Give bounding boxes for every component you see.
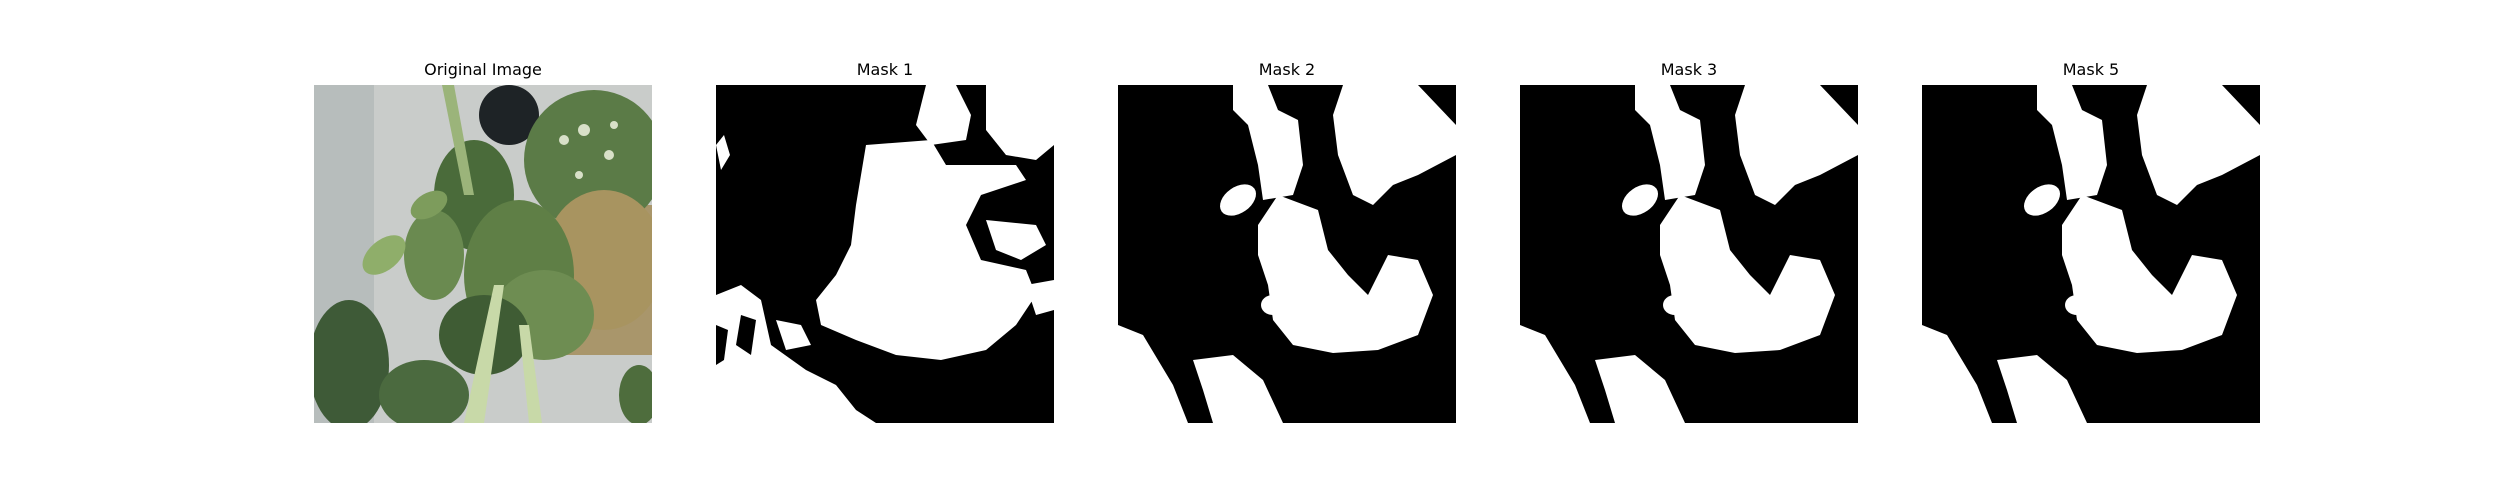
original-image-panel: Original Image — [314, 0, 652, 500]
mask-2-title: Mask 2 — [1258, 60, 1316, 79]
original-plant-photo — [314, 85, 652, 423]
mask-5-panel: Mask 5 — [1922, 0, 2260, 500]
mask-3-panel: Mask 3 — [1520, 0, 1858, 500]
mask-5-title: Mask 5 — [2062, 60, 2120, 79]
mask-2-panel: Mask 2 — [1118, 0, 1456, 500]
mask-1-image — [716, 85, 1054, 423]
mask-3-image — [1520, 85, 1858, 423]
mask-3-title: Mask 3 — [1660, 60, 1718, 79]
mask-2-image — [1118, 85, 1456, 423]
mask-1-title: Mask 1 — [856, 60, 914, 79]
mask-5-image — [1922, 85, 2260, 423]
mask-1-panel: Mask 1 — [716, 0, 1054, 500]
original-image-title: Original Image — [424, 60, 542, 79]
